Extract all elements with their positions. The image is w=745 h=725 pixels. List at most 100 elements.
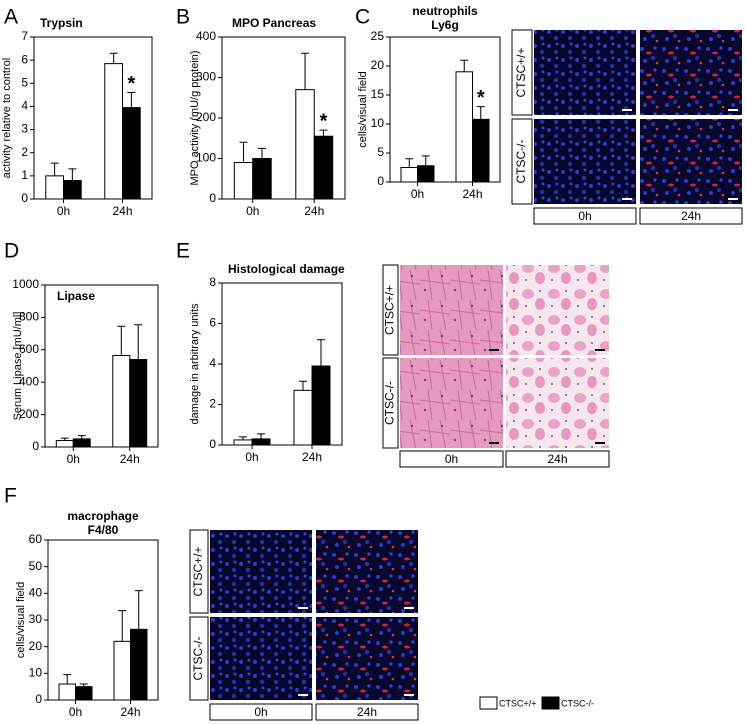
y-tick-label: 4	[21, 99, 28, 113]
y-tick-label: 6	[209, 316, 216, 330]
x-tick-label: 0h	[69, 705, 82, 719]
bar	[75, 686, 93, 701]
row-label: CTSC+/+	[514, 47, 528, 97]
scale-bar	[728, 109, 738, 111]
y-tick-label: 20	[371, 58, 385, 72]
micrograph	[400, 265, 503, 355]
bar	[63, 179, 82, 200]
y-tick-label: 200	[19, 407, 39, 421]
significance-mark: *	[127, 73, 135, 95]
error-bar	[109, 52, 118, 64]
y-tick-label: 2	[21, 145, 28, 159]
y-tick-label: 30	[29, 612, 43, 626]
panel-letter: D	[4, 240, 19, 263]
bar	[313, 135, 334, 200]
col-label: 24h	[681, 209, 701, 223]
bar	[472, 118, 490, 183]
chart-title: F4/80	[88, 523, 119, 537]
y-tick-label: 7	[21, 29, 28, 43]
bar	[72, 438, 91, 448]
error-bar	[257, 433, 265, 439]
y-tick-label: 40	[29, 586, 43, 600]
y-tick-label: 0	[377, 174, 384, 188]
y-tick-label: 1000	[12, 277, 39, 291]
y-tick-label: 0	[32, 439, 39, 453]
micrograph	[506, 358, 609, 448]
micrograph	[640, 119, 742, 204]
error-bar	[317, 339, 325, 367]
plot-frame	[389, 36, 501, 183]
bar	[58, 683, 76, 701]
error-bar	[79, 683, 88, 687]
row-label: CTSC-/-	[514, 140, 528, 184]
y-tick-label: 300	[196, 70, 216, 84]
col-label: 0h	[254, 705, 267, 719]
y-tick-label: 5	[377, 145, 384, 159]
micrograph	[210, 617, 312, 700]
bar	[129, 359, 148, 448]
col-label: 24h	[357, 705, 377, 719]
col-label: 24h	[547, 452, 567, 466]
scale-bar	[595, 442, 605, 444]
error-bar	[299, 380, 307, 391]
y-axis-label: MPO activity (mU/g protein)	[189, 50, 201, 185]
bar	[251, 438, 271, 446]
y-tick-label: 100	[196, 151, 216, 165]
x-tick-label: 0h	[245, 450, 258, 464]
row-label-box	[382, 264, 399, 356]
micrograph	[640, 30, 742, 115]
y-tick-label: 6	[21, 52, 28, 66]
y-tick-label: 20	[29, 639, 43, 653]
row-label: CTSC-/-	[191, 637, 205, 681]
col-label-box	[639, 207, 743, 225]
row-label-box	[189, 529, 209, 614]
micrograph	[210, 530, 312, 613]
y-tick-label: 0	[35, 692, 42, 706]
bar	[122, 107, 141, 200]
x-tick-label: 0h	[246, 204, 259, 218]
y-tick-label: 0	[209, 437, 216, 451]
scale-bar	[728, 198, 738, 200]
bar	[45, 175, 64, 200]
row-label: CTSC+/+	[191, 546, 205, 596]
micrograph	[400, 358, 503, 448]
significance-mark: *	[320, 110, 328, 132]
col-label-box	[399, 450, 504, 468]
error-bar	[476, 106, 485, 120]
y-axis-label: cells/visual field	[15, 582, 27, 658]
error-bar	[239, 436, 247, 440]
plot-frame	[44, 284, 159, 448]
scale-bar	[595, 349, 605, 351]
error-bar	[68, 168, 77, 181]
chart-title: Lipase	[57, 289, 95, 303]
chart-title: Histological damage	[228, 262, 345, 276]
scale-bar	[489, 442, 499, 444]
x-tick-label: 24h	[302, 450, 322, 464]
y-tick-label: 10	[29, 666, 43, 680]
bar	[233, 439, 253, 446]
x-tick-label: 24h	[304, 204, 324, 218]
bar	[295, 89, 315, 200]
col-label: 0h	[578, 209, 591, 223]
bar	[311, 365, 331, 446]
y-tick-label: 0	[209, 191, 216, 205]
bar	[113, 640, 131, 701]
row-label-box	[511, 29, 533, 116]
chart-title: Ly6g	[431, 18, 459, 32]
scale-bar	[404, 694, 414, 696]
error-bar	[257, 147, 266, 159]
scale-bar	[622, 109, 632, 111]
x-tick-label: 24h	[462, 187, 482, 201]
scale-bar	[489, 349, 499, 351]
x-tick-label: 0h	[57, 204, 70, 218]
row-label: CTSC-/-	[383, 381, 397, 425]
x-tick-label: 0h	[67, 452, 80, 466]
panel-letter: F	[4, 485, 17, 508]
x-tick-label: 24h	[120, 452, 140, 466]
bar	[130, 628, 148, 701]
micrograph	[534, 119, 636, 204]
bar	[455, 71, 473, 183]
y-tick-label: 3	[21, 122, 28, 136]
y-axis-label: damage in arbitrary units	[189, 303, 201, 425]
